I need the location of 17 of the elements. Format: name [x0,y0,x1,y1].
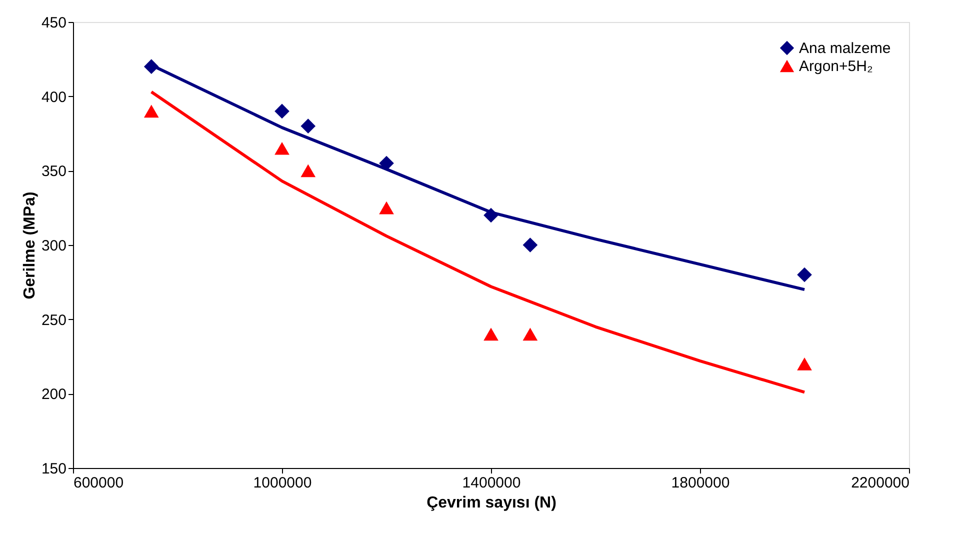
x-tick-label: 600000 [74,474,124,492]
x-tick-label: 1800000 [671,474,730,492]
x-tick-label: 1400000 [462,474,521,492]
x-tick-label: 2200000 [851,474,910,492]
x-tick-label: 1000000 [253,474,312,492]
line-series [150,90,806,394]
y-tick-label: 200 [41,386,66,404]
y-tick-label: 300 [41,238,66,254]
x-axis-title: Çevrim sayısı (N) [426,494,556,512]
y-axis-title: Gerilme (MPa) [21,192,38,300]
y-tick-label: 450 [41,14,66,32]
legend-label: Ana malzeme [799,40,891,57]
y-tick-label: 400 [41,88,66,106]
y-tick-label: 350 [41,163,66,180]
y-tick-label: 250 [41,312,66,329]
legend-label: Argon+5H₂ [799,58,873,75]
y-tick-label: 150 [41,460,66,478]
